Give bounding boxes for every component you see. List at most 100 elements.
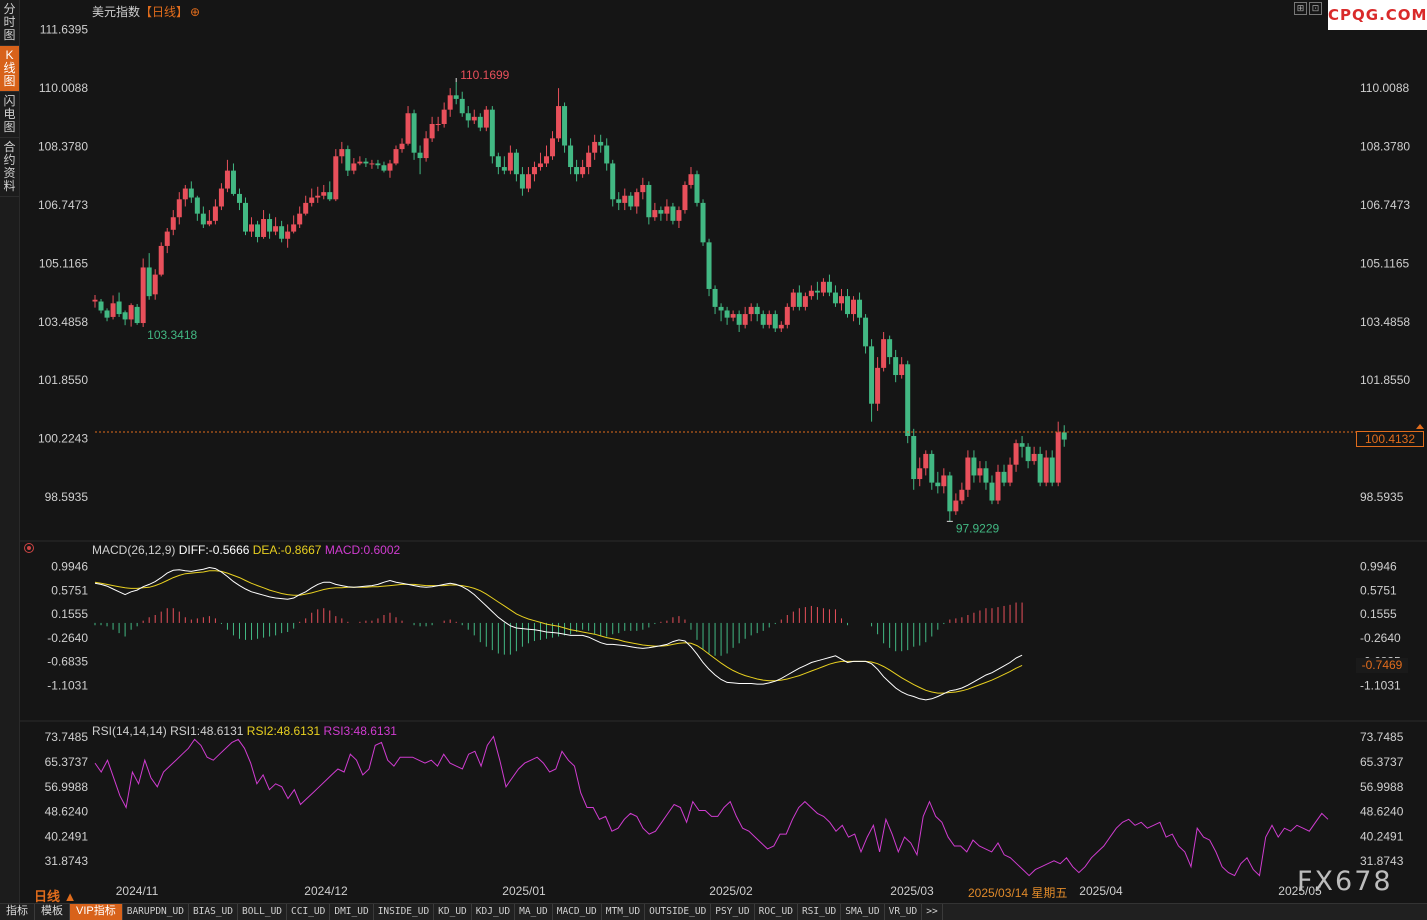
candle-body [423, 138, 429, 159]
toolbar-tab-14[interactable]: OUTSIDE_UD [645, 904, 712, 920]
toolbar-tab-9[interactable]: KD_UD [434, 904, 472, 920]
low-label: 97.9229 [956, 521, 1000, 535]
candle-body [447, 95, 453, 110]
toolbar-tab-11[interactable]: MA_UD [515, 904, 553, 920]
candle-body [279, 226, 285, 239]
candle-body [98, 301, 104, 311]
candle-body [664, 206, 670, 214]
sidebar-tab-0[interactable]: 分时图 [0, 0, 19, 46]
candle-body [1001, 471, 1007, 483]
macd-axis-tick-left: 0.5751 [51, 583, 88, 597]
candle-body [820, 281, 826, 293]
price-axis-tick-left: 105.1165 [39, 256, 88, 270]
macd-dea-line [94, 570, 1023, 694]
restore-icon[interactable]: ⊡ [1309, 2, 1322, 15]
add-icon[interactable]: ⊕ [190, 5, 201, 19]
candle-body [893, 357, 899, 376]
macd-axis-tick-left: 0.1555 [51, 607, 88, 621]
toolbar-tab-12[interactable]: MACD_UD [553, 904, 602, 920]
candle-body [176, 199, 182, 218]
toolbar-tab-6[interactable]: CCI_UD [287, 904, 331, 920]
candle-body [959, 489, 965, 501]
toolbar-tab-2[interactable]: VIP指标 [70, 904, 123, 920]
rsi-axis-tick-right: 65.3737 [1360, 755, 1404, 769]
macd-name: MACD(26,12,9) [92, 543, 176, 557]
rsi-axis-tick-left: 40.2491 [45, 829, 89, 843]
rsi-axis-tick-left: 48.6240 [45, 805, 89, 819]
candle-body [1049, 457, 1055, 483]
toolbar-tab-16[interactable]: ROC_UD [755, 904, 798, 920]
toolbar-tab-18[interactable]: SMA_UD [841, 904, 885, 920]
price-axis-tick-left: 101.8550 [38, 373, 88, 387]
period-indicator[interactable]: 【日线】 [140, 5, 189, 19]
price-axis-tick-left: 108.3780 [38, 139, 88, 153]
candle-body [899, 364, 905, 376]
candle-body [249, 224, 255, 232]
sidebar-tab-3[interactable]: 合约资料 [0, 138, 19, 197]
toolbar-tab-19[interactable]: VR_UD [885, 904, 923, 920]
candle-body [369, 163, 375, 165]
rsi-axis-tick-right: 56.9988 [1360, 780, 1404, 794]
candle-body [875, 367, 881, 404]
candle-body [285, 231, 291, 239]
candle-body [1061, 432, 1067, 440]
toolbar-tab-20[interactable]: >> [922, 904, 943, 920]
date-axis-tick: 2025/02 [709, 884, 753, 898]
candle-body [507, 152, 513, 171]
caret-up-icon: ▲ [63, 889, 77, 904]
candle-body [164, 231, 170, 246]
candle-body [1019, 443, 1025, 447]
candle-body [550, 138, 556, 157]
candle-body [778, 324, 784, 329]
candle-body [92, 299, 98, 302]
toolbar-tab-3[interactable]: BARUPDN_UD [123, 904, 189, 920]
macd-toggle-icon[interactable] [24, 543, 34, 553]
candle-body [851, 299, 857, 315]
toolbar-tab-0[interactable]: 指标 [0, 904, 35, 920]
candle-body [790, 292, 796, 307]
rsi-axis-tick-left: 31.8743 [45, 854, 89, 868]
candle-body [995, 471, 1001, 501]
price-axis-tick-right: 103.4858 [1360, 315, 1410, 329]
period-selector[interactable]: 日线 ▲ [34, 886, 77, 905]
candle-body [405, 113, 411, 144]
candle-body [273, 226, 279, 232]
date-axis-tick: 2025/01 [502, 884, 546, 898]
candle-body [935, 482, 941, 487]
candle-body [321, 192, 327, 196]
candle-body [483, 109, 489, 128]
candle-body [435, 124, 441, 125]
toolbar-tab-15[interactable]: PSY_UD [711, 904, 755, 920]
toolbar-tab-7[interactable]: DMI_UD [330, 904, 374, 920]
candle-body [194, 197, 200, 214]
macd-axis-tick-right: 0.1555 [1360, 607, 1397, 621]
toolbar-tab-5[interactable]: BOLL_UD [238, 904, 288, 920]
candle-body [255, 224, 261, 237]
candle-body [363, 161, 369, 164]
toolbar-tab-8[interactable]: INSIDE_UD [374, 904, 435, 920]
candle-body [170, 217, 176, 230]
rsi-axis-tick-right: 40.2491 [1360, 829, 1404, 843]
candle-body [941, 475, 947, 487]
toolbar-tab-10[interactable]: KDJ_UD [472, 904, 516, 920]
candle-body [712, 288, 718, 307]
candle-body [393, 149, 399, 164]
price-axis-tick-left: 100.2243 [38, 432, 88, 446]
candle-body [814, 290, 820, 293]
toolbar-tab-17[interactable]: RSI_UD [798, 904, 842, 920]
candle-body [441, 109, 447, 124]
toolbar-tab-13[interactable]: MTM_UD [602, 904, 646, 920]
candle-body [297, 213, 303, 225]
candle-body [399, 143, 405, 150]
toolbar-tab-1[interactable]: 模板 [35, 904, 70, 920]
price-axis-tick-left: 106.7473 [38, 198, 88, 212]
candle-body [471, 116, 477, 121]
candle-body [1007, 464, 1013, 483]
candle-body [628, 195, 634, 207]
candle-body [700, 202, 706, 243]
fullscreen-icon[interactable]: ⊞ [1294, 2, 1307, 15]
toolbar-tab-4[interactable]: BIAS_UD [189, 904, 238, 920]
low-label-start: 103.3418 [147, 328, 197, 342]
sidebar-tab-2[interactable]: 闪电图 [0, 92, 19, 138]
